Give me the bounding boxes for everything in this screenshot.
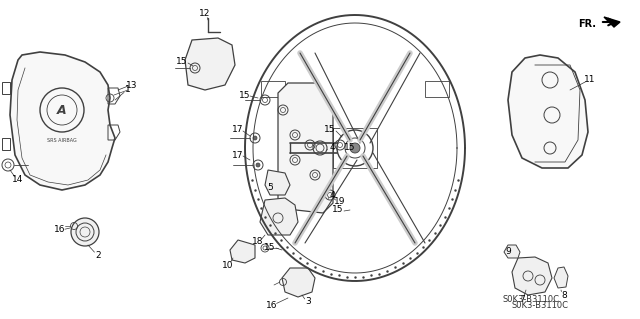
Polygon shape <box>185 38 235 90</box>
Text: 7: 7 <box>519 295 525 305</box>
Text: 17: 17 <box>232 125 244 135</box>
Text: 19: 19 <box>334 197 346 206</box>
Text: S0K3-B3110C: S0K3-B3110C <box>502 295 560 304</box>
Text: S0K3-B3110C: S0K3-B3110C <box>511 300 568 309</box>
Text: 10: 10 <box>222 261 234 270</box>
Text: SRS AIRBAG: SRS AIRBAG <box>47 137 77 143</box>
Circle shape <box>71 218 99 246</box>
Text: 14: 14 <box>12 175 24 184</box>
Text: FR.: FR. <box>578 19 596 29</box>
Text: 15: 15 <box>176 57 188 66</box>
Circle shape <box>253 136 257 140</box>
Polygon shape <box>260 198 298 235</box>
Text: 17: 17 <box>232 151 244 160</box>
Text: A: A <box>57 103 67 116</box>
Text: 13: 13 <box>126 80 138 90</box>
Text: 16: 16 <box>54 226 66 234</box>
Polygon shape <box>508 55 588 168</box>
Text: 15: 15 <box>239 91 251 100</box>
Polygon shape <box>265 170 290 195</box>
Text: 3: 3 <box>305 298 311 307</box>
Polygon shape <box>604 17 620 27</box>
Text: 15: 15 <box>344 144 356 152</box>
Text: 5: 5 <box>267 183 273 192</box>
Polygon shape <box>504 245 520 258</box>
Text: 18: 18 <box>252 238 264 247</box>
Text: 11: 11 <box>584 76 596 85</box>
Text: 1: 1 <box>125 85 131 94</box>
Polygon shape <box>278 83 333 213</box>
Polygon shape <box>554 267 568 288</box>
Text: 12: 12 <box>199 10 211 19</box>
Circle shape <box>350 143 360 153</box>
Polygon shape <box>282 268 315 297</box>
Circle shape <box>256 163 260 167</box>
Text: 8: 8 <box>561 291 567 300</box>
Text: 15: 15 <box>264 243 276 253</box>
Text: 4: 4 <box>329 190 335 199</box>
Text: 2: 2 <box>95 250 101 259</box>
Text: 15: 15 <box>324 125 336 135</box>
Polygon shape <box>10 52 115 190</box>
Text: 9: 9 <box>505 248 511 256</box>
Polygon shape <box>230 240 255 263</box>
Text: 4: 4 <box>329 144 335 152</box>
Polygon shape <box>512 257 552 295</box>
Text: 15: 15 <box>332 205 344 214</box>
Text: 16: 16 <box>266 300 278 309</box>
